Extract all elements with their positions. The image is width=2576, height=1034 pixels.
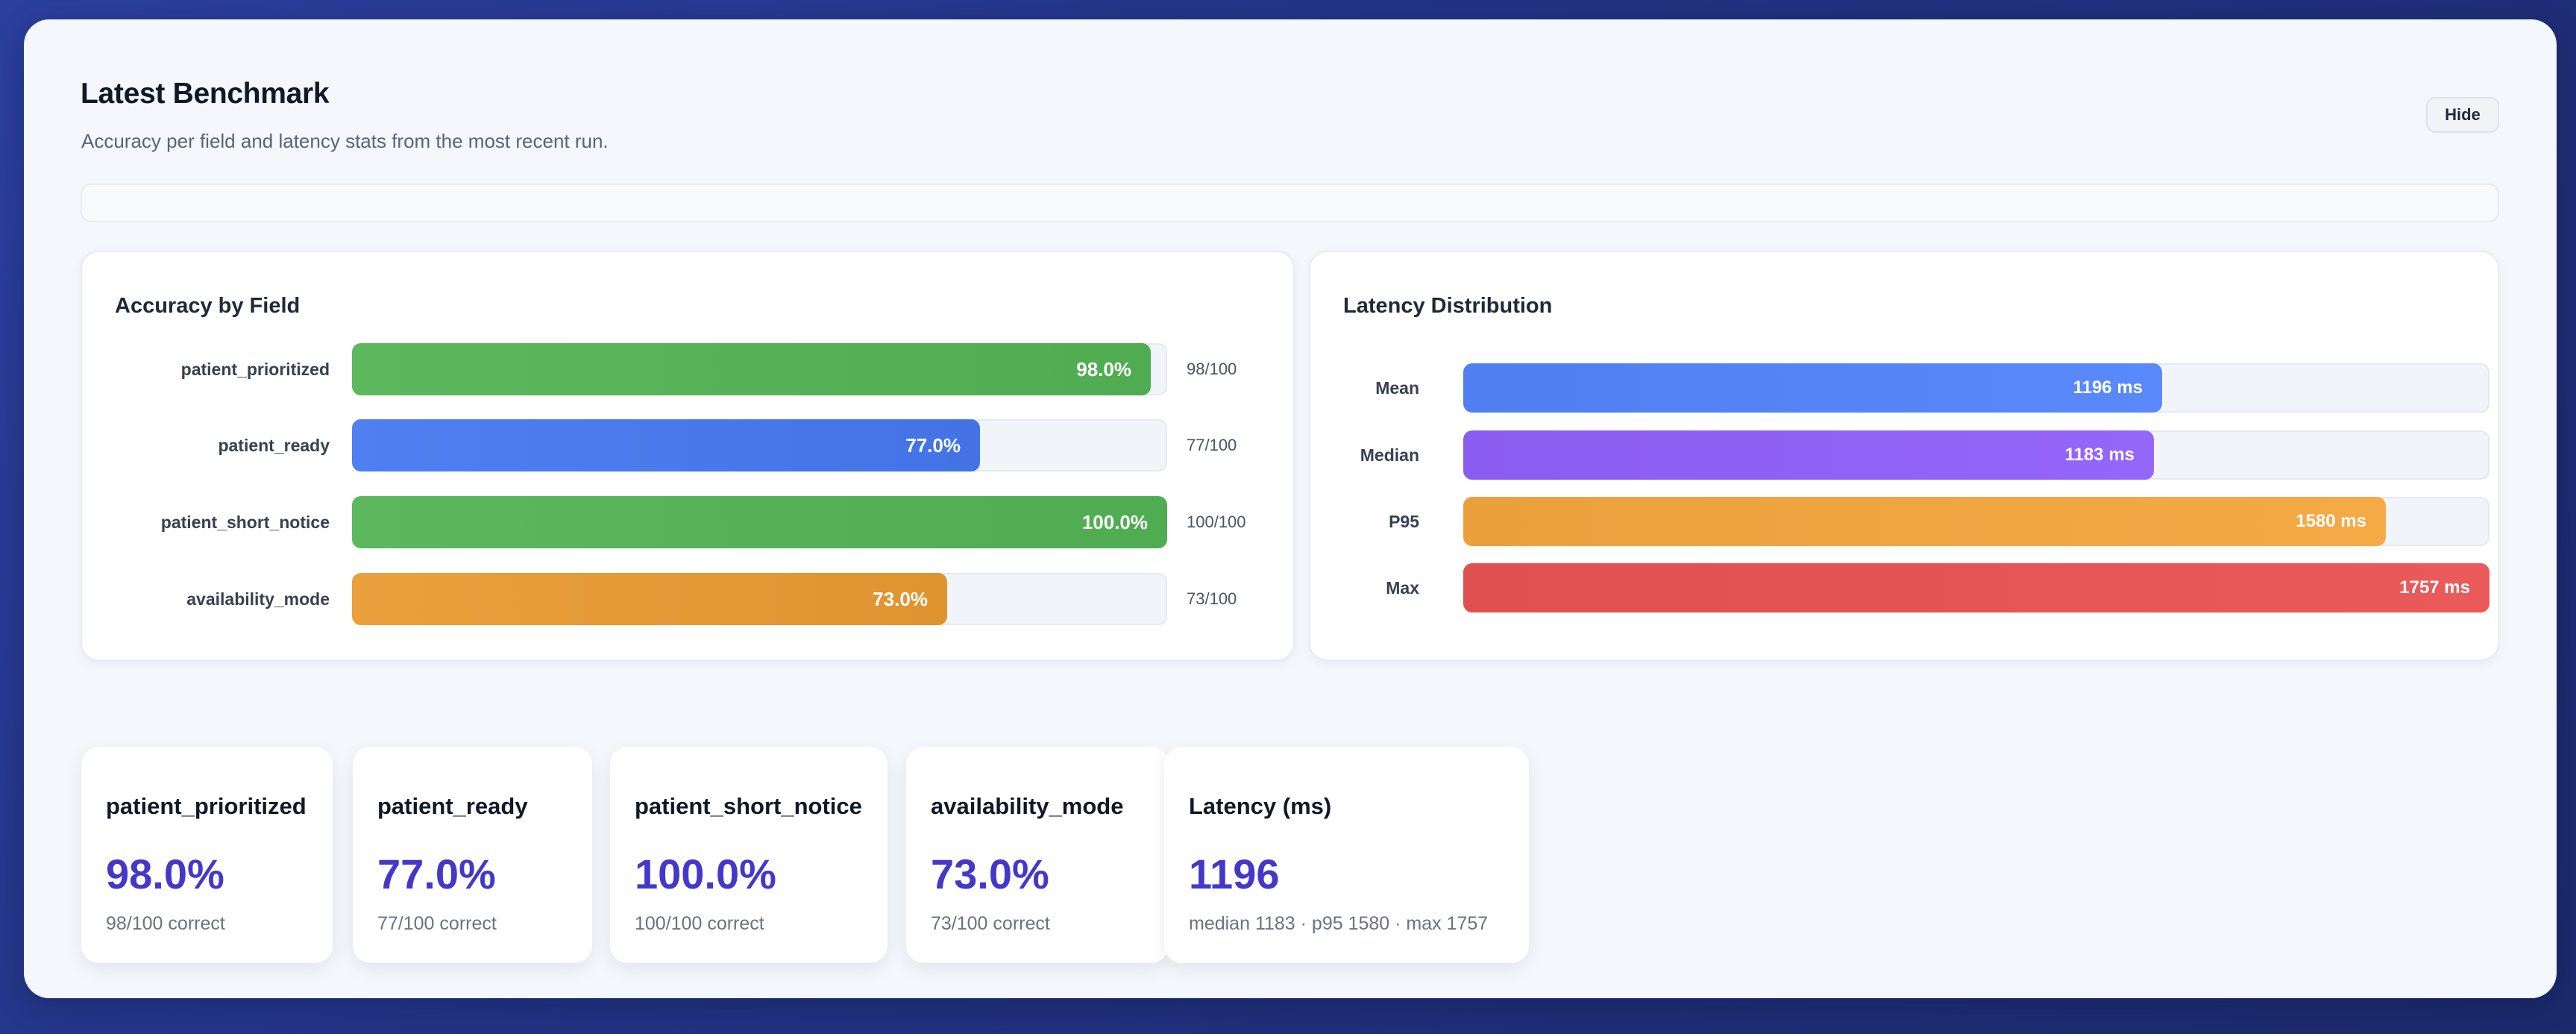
accuracy-row-count: 77/100 (1187, 436, 1237, 454)
accuracy-row-count: 98/100 (1187, 360, 1237, 378)
accuracy-row-count: 73/100 (1187, 589, 1237, 608)
latency-row-median: Median 1183 ms (1310, 430, 2498, 480)
latency-row-label: P95 (1389, 512, 1419, 531)
accuracy-row-count: 100/100 (1187, 513, 1246, 531)
accuracy-row-label: patient_short_notice (160, 513, 330, 532)
accuracy-bar-value: 77.0% (905, 434, 961, 457)
accuracy-bar-track: 77.0% (352, 419, 1167, 471)
stat-card-title: patient_short_notice (635, 793, 862, 819)
hide-button[interactable]: Hide (2426, 97, 2499, 133)
accuracy-bar-track: 100.0% (352, 496, 1167, 548)
accuracy-row-label: availability_mode (186, 589, 330, 609)
accuracy-row-patient-prioritized: patient_prioritized 98.0% 98/100 (82, 343, 1293, 395)
stat-card-patient-prioritized: patient_prioritized 98.0% 98/100 correct (81, 747, 333, 963)
accuracy-row-label: patient_ready (218, 436, 330, 455)
page-title: Latest Benchmark (81, 78, 330, 110)
stat-card-value: 98.0% (106, 850, 224, 897)
latency-bar-value: 1183 ms (2064, 445, 2134, 465)
page-subtitle: Accuracy per field and latency stats fro… (81, 130, 609, 152)
latency-bar-value: 1196 ms (2073, 377, 2143, 398)
accuracy-bar: 73.0% (352, 573, 947, 625)
accuracy-row-label: patient_prioritized (180, 360, 330, 379)
accuracy-row-patient-ready: patient_ready 77.0% 77/100 (82, 419, 1293, 471)
status-strip (81, 184, 2499, 222)
stat-card-patient-short-notice: patient_short_notice 100.0% 100/100 corr… (610, 747, 888, 963)
stat-card-subtext: 98/100 correct (106, 913, 225, 934)
latency-chart-card: Latency Distribution Mean 1196 ms Median… (1309, 251, 2499, 661)
latency-bar: 1196 ms (1463, 363, 2162, 413)
accuracy-bar-track: 98.0% (352, 343, 1167, 395)
latency-bar-track: 1196 ms (1463, 363, 2489, 413)
accuracy-chart-title: Accuracy by Field (115, 294, 301, 318)
stat-card-title: patient_prioritized (106, 793, 307, 819)
latency-row-label: Mean (1375, 378, 1419, 398)
latency-bar-value: 1580 ms (2296, 511, 2366, 531)
latency-row-max: Max 1757 ms (1310, 563, 2498, 612)
latency-bar: 1183 ms (1463, 430, 2154, 480)
latency-chart-title: Latency Distribution (1343, 294, 1553, 318)
latency-bar-track: 1580 ms (1463, 497, 2489, 546)
stat-card-title: availability_mode (931, 793, 1124, 819)
latency-bar-value: 1757 ms (2399, 577, 2470, 598)
accuracy-bar-value: 73.0% (873, 588, 928, 610)
accuracy-row-availability-mode: availability_mode 73.0% 73/100 (82, 573, 1293, 625)
stat-card-subtext: median 1183 · p95 1580 · max 1757 (1189, 913, 1489, 934)
accuracy-bar-value: 98.0% (1076, 358, 1131, 380)
latency-row-label: Median (1360, 445, 1419, 465)
stat-card-title: patient_ready (377, 793, 528, 819)
latency-row-label: Max (1386, 578, 1419, 598)
accuracy-row-patient-short-notice: patient_short_notice 100.0% 100/100 (82, 496, 1293, 548)
stat-card-patient-ready: patient_ready 77.0% 77/100 correct (353, 747, 592, 963)
stat-card-subtext: 73/100 correct (931, 913, 1050, 934)
accuracy-chart-card: Accuracy by Field patient_prioritized 98… (81, 251, 1295, 661)
latency-bar: 1580 ms (1463, 497, 2386, 546)
accuracy-bar-track: 73.0% (352, 573, 1167, 625)
latency-bar-track: 1757 ms (1463, 563, 2489, 612)
stat-card-subtext: 100/100 correct (635, 913, 764, 934)
stat-card-value: 100.0% (635, 850, 776, 897)
latency-row-mean: Mean 1196 ms (1310, 363, 2498, 413)
accuracy-bar-value: 100.0% (1081, 511, 1148, 533)
stat-card-value: 73.0% (931, 850, 1049, 897)
benchmark-panel: Latest Benchmark Accuracy per field and … (24, 19, 2557, 998)
latency-row-p95: P95 1580 ms (1310, 497, 2498, 546)
latency-bar-track: 1183 ms (1463, 430, 2489, 480)
stat-card-availability-mode: availability_mode 73.0% 73/100 correct (906, 747, 1169, 963)
latency-bar: 1757 ms (1463, 563, 2489, 612)
accuracy-bar: 100.0% (352, 496, 1167, 548)
stat-card-subtext: 77/100 correct (377, 913, 497, 934)
stat-card-title: Latency (ms) (1189, 793, 1332, 819)
accuracy-bar: 98.0% (352, 343, 1151, 395)
stat-card-latency: Latency (ms) 1196 median 1183 · p95 1580… (1164, 747, 1529, 963)
stat-card-value: 1196 (1189, 850, 1280, 897)
stat-card-value: 77.0% (377, 850, 496, 897)
accuracy-bar: 77.0% (352, 419, 980, 471)
